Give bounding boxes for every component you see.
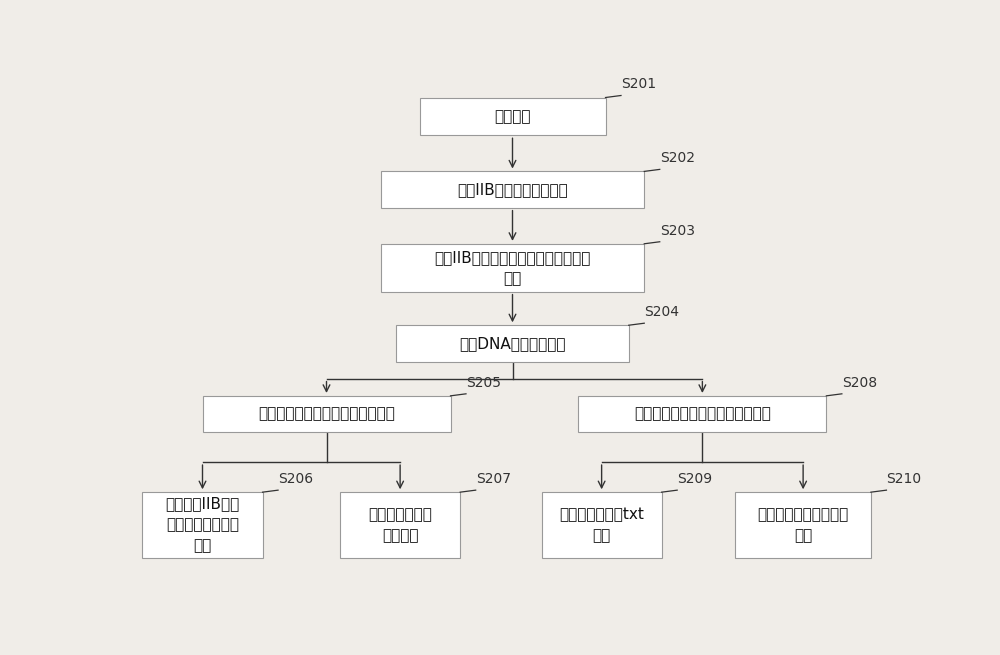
Text: S208: S208: [842, 376, 877, 390]
FancyBboxPatch shape: [381, 172, 644, 208]
FancyBboxPatch shape: [396, 326, 629, 362]
Text: 统计单一序列与
重复序列: 统计单一序列与 重复序列: [368, 507, 432, 543]
FancyBboxPatch shape: [420, 98, 606, 136]
Text: S206: S206: [278, 472, 313, 486]
Text: S209: S209: [677, 472, 712, 486]
Text: S202: S202: [660, 151, 695, 165]
FancyBboxPatch shape: [142, 492, 263, 558]
Text: 建立IIB型限制内切酶片段序列正则表
达式: 建立IIB型限制内切酶片段序列正则表 达式: [434, 250, 591, 286]
FancyBboxPatch shape: [542, 492, 662, 558]
Text: 输出间隔长度到txt
文件: 输出间隔长度到txt 文件: [559, 507, 644, 543]
FancyBboxPatch shape: [381, 244, 644, 291]
Text: 预测DNA序列酶切位置: 预测DNA序列酶切位置: [459, 336, 566, 351]
Text: S207: S207: [476, 472, 511, 486]
Text: 输出间隔长度的统计堆
积图: 输出间隔长度的统计堆 积图: [758, 507, 849, 543]
FancyBboxPatch shape: [340, 492, 460, 558]
Text: 统计酶切片段序列之间的间隔长度: 统计酶切片段序列之间的间隔长度: [634, 407, 771, 422]
FancyBboxPatch shape: [578, 396, 826, 432]
Text: S201: S201: [621, 77, 656, 92]
Text: S205: S205: [466, 376, 501, 390]
Text: S203: S203: [660, 224, 695, 238]
FancyBboxPatch shape: [735, 492, 871, 558]
FancyBboxPatch shape: [202, 396, 451, 432]
Text: 传入参数: 传入参数: [494, 109, 531, 124]
Text: S204: S204: [644, 305, 679, 319]
Text: 解析IIB型限制内切酶种类: 解析IIB型限制内切酶种类: [457, 182, 568, 197]
Text: 输出等长IIB型限
制内切酶酶切片段
序列: 输出等长IIB型限 制内切酶酶切片段 序列: [165, 496, 240, 553]
Text: S210: S210: [886, 472, 922, 486]
Text: 利用正则表达式判断序列正反方向: 利用正则表达式判断序列正反方向: [258, 407, 395, 422]
